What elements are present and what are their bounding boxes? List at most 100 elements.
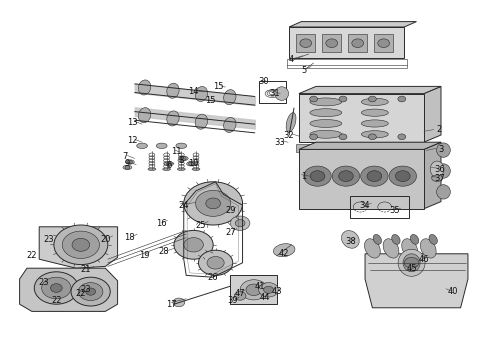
Text: 40: 40 [448,287,459,296]
Text: 18: 18 [124,233,135,242]
Ellipse shape [437,164,450,178]
Polygon shape [299,142,441,149]
Ellipse shape [176,143,187,148]
Text: 39: 39 [227,296,238,305]
Text: 46: 46 [418,255,429,264]
Circle shape [240,280,268,300]
Text: 16: 16 [156,219,167,228]
Circle shape [206,198,220,209]
Circle shape [310,96,318,102]
Ellipse shape [223,117,236,132]
Circle shape [72,238,90,251]
Text: 29: 29 [225,206,236,215]
Text: 22: 22 [51,296,62,305]
Ellipse shape [432,175,442,181]
Ellipse shape [392,234,400,244]
Ellipse shape [310,130,342,138]
Text: 25: 25 [196,220,206,230]
Ellipse shape [273,244,295,257]
Text: 33: 33 [274,138,285,147]
Ellipse shape [437,143,450,157]
Circle shape [398,134,406,140]
Polygon shape [365,254,468,308]
Text: 26: 26 [208,273,219,282]
Ellipse shape [383,239,399,258]
Circle shape [339,171,353,181]
Text: 31: 31 [269,89,280,98]
Polygon shape [424,86,441,142]
Ellipse shape [307,146,325,151]
Circle shape [304,166,331,186]
Circle shape [352,39,364,48]
Text: 10: 10 [188,159,199,168]
Bar [259,81,286,103]
Text: 36: 36 [434,165,445,174]
Circle shape [310,171,325,181]
Circle shape [189,162,194,166]
Ellipse shape [167,111,179,126]
Text: 17: 17 [166,300,177,309]
Circle shape [125,166,130,169]
Circle shape [50,284,62,292]
Text: 13: 13 [127,118,138,127]
Circle shape [395,171,410,181]
Ellipse shape [361,109,388,116]
Text: 23: 23 [39,278,49,287]
Bar [348,34,367,52]
Text: 9: 9 [125,159,130,168]
Circle shape [71,277,110,306]
Text: 15: 15 [205,96,216,105]
Ellipse shape [195,114,208,129]
Circle shape [184,182,243,225]
Text: 20: 20 [100,235,111,244]
Text: 6: 6 [167,161,172,170]
Text: 30: 30 [258,77,269,85]
Circle shape [230,216,250,230]
Ellipse shape [310,109,342,117]
Text: 22: 22 [26,251,37,260]
Circle shape [398,96,406,102]
Text: 37: 37 [434,174,445,183]
Bar [350,196,409,218]
Ellipse shape [165,162,173,166]
Text: 28: 28 [159,248,170,256]
Text: 21: 21 [80,266,91,274]
Ellipse shape [342,230,359,248]
Ellipse shape [123,165,132,170]
Circle shape [184,238,203,252]
Text: 15: 15 [213,82,223,91]
Polygon shape [299,94,424,142]
Bar [296,34,315,52]
Ellipse shape [156,143,167,148]
Ellipse shape [179,156,188,161]
Ellipse shape [187,162,196,166]
Text: 4: 4 [289,55,294,64]
Circle shape [207,256,224,269]
Ellipse shape [163,168,171,171]
Ellipse shape [430,161,444,177]
Circle shape [181,157,186,160]
Ellipse shape [125,160,134,164]
Ellipse shape [410,234,419,244]
Polygon shape [289,22,416,27]
Circle shape [167,162,172,166]
Text: 22: 22 [75,289,86,298]
Circle shape [368,96,376,102]
Ellipse shape [275,87,289,100]
Circle shape [198,250,233,275]
Ellipse shape [192,168,200,171]
Polygon shape [20,268,118,311]
Circle shape [78,283,103,301]
Polygon shape [39,227,118,268]
Ellipse shape [361,120,388,127]
Circle shape [368,134,376,140]
Circle shape [300,39,312,48]
Circle shape [367,171,382,181]
Circle shape [196,190,231,216]
Text: 41: 41 [254,282,265,291]
Ellipse shape [195,86,208,102]
Ellipse shape [332,146,351,151]
Ellipse shape [365,239,380,258]
Text: 38: 38 [345,237,356,246]
Circle shape [42,277,71,299]
